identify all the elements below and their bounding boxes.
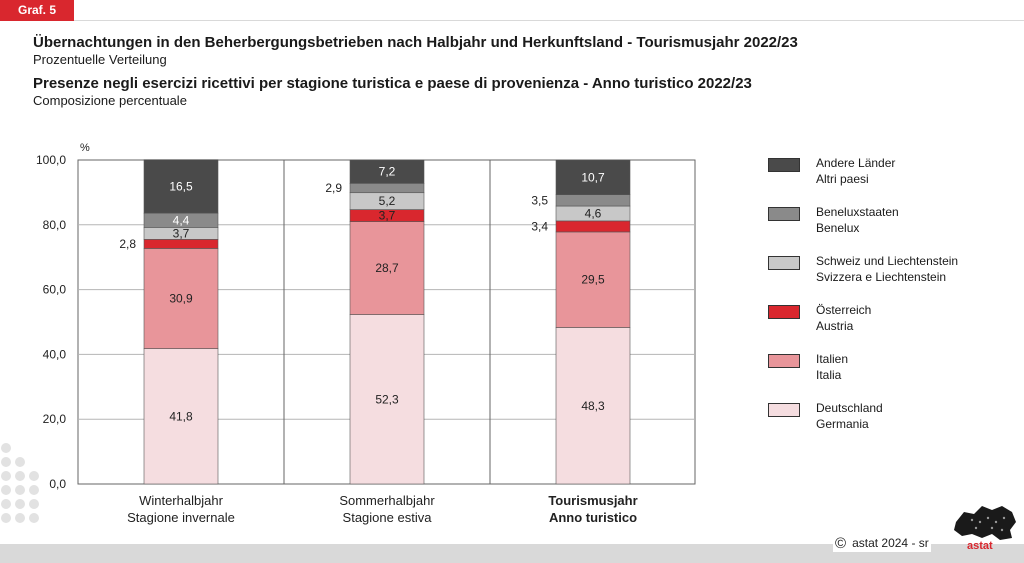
legend-item-benelux: Beneluxstaaten Benelux [768, 204, 1008, 253]
legend-label: Schweiz und Liechtenstein Svizzera e Liec… [816, 253, 958, 285]
legend-label-it: Germania [816, 417, 869, 431]
bar-segment-oesterreich [143, 239, 219, 249]
astat-logo-text: astat [967, 540, 993, 552]
subtitle-german: Prozentuelle Verteilung [33, 52, 167, 67]
x-category-label-line1: Sommerhalbjahr [339, 493, 435, 508]
x-category-label-line2: Stagione estiva [343, 510, 433, 525]
legend-label: Andere Länder Altri paesi [816, 155, 895, 187]
y-tick-label: 20,0 [43, 412, 67, 426]
data-label: 29,5 [581, 273, 605, 287]
legend-item-schweiz: Schweiz und Liechtenstein Svizzera e Liec… [768, 253, 1008, 302]
bar-segment-benelux [349, 183, 425, 194]
data-label: 2,8 [119, 237, 136, 251]
chart-titles: Übernachtungen in den Beherbergungsbetri… [33, 33, 1003, 109]
legend-label-de: Andere Länder [816, 156, 896, 170]
legend-label-de: Deutschland [816, 401, 883, 415]
copyright-notice: © astat 2024 - sr [833, 535, 931, 552]
top-divider [74, 20, 1024, 21]
copyright-icon: © [835, 535, 847, 552]
x-category-label-line1: Tourismusjahr [548, 493, 637, 508]
legend-swatch [768, 305, 800, 319]
data-label: 3,7 [173, 226, 190, 240]
y-unit-label: % [80, 142, 90, 154]
legend-item-andere: Andere Länder Altri paesi [768, 155, 1008, 204]
y-tick-label: 60,0 [43, 283, 67, 297]
data-label: 41,8 [169, 409, 193, 423]
bar-segment-andere [555, 159, 631, 195]
decorative-dots [1, 443, 39, 523]
data-label: 7,2 [379, 165, 396, 179]
legend-label-de: Schweiz und Liechtenstein [816, 254, 959, 268]
legend-label-de: Beneluxstaaten [816, 205, 899, 219]
data-label: 16,5 [169, 179, 193, 193]
bar-segment-andere [143, 159, 219, 214]
data-label: 3,7 [379, 209, 396, 223]
data-label: 52,3 [375, 392, 399, 406]
subtitle-italian: Composizione percentuale [33, 93, 187, 108]
data-label: 5,2 [379, 194, 396, 208]
footer-bar [0, 544, 1024, 563]
legend-swatch [768, 256, 800, 270]
legend-label-it: Svizzera e Liechtenstein [816, 270, 947, 284]
legend-swatch [768, 354, 800, 368]
legend-label: Italien Italia [816, 351, 848, 383]
bar-segment-italien [555, 231, 631, 328]
bar-segment-deutschland [555, 327, 631, 485]
bar-segment-deutschland [349, 314, 425, 485]
data-label: 3,5 [531, 193, 548, 207]
legend-label: Beneluxstaaten Benelux [816, 204, 899, 236]
stacked-bar-chart: 0,020,040,060,080,0100,0%41,830,92,83,74… [36, 142, 696, 525]
legend-swatch [768, 207, 800, 221]
x-category-label-line2: Stagione invernale [127, 510, 235, 525]
legend-item-deutschland: Deutschland Germania [768, 400, 1008, 449]
legend-label-de: Österreich [816, 303, 872, 317]
data-label: 2,9 [325, 181, 342, 195]
data-label: 4,6 [585, 206, 602, 220]
copyright-text: astat 2024 - sr [852, 536, 929, 550]
data-label: 4,4 [173, 213, 190, 227]
bar-segment-benelux [555, 194, 631, 207]
chart-legend: Andere Länder Altri paesi Beneluxstaaten Be… [768, 155, 1008, 449]
legend-label-it: Benelux [816, 221, 860, 235]
data-label: 28,7 [375, 261, 399, 275]
legend-swatch [768, 158, 800, 172]
legend-swatch [768, 403, 800, 417]
x-category-label-line2: Anno turistico [549, 510, 637, 525]
south-tyrol-map-logo [954, 506, 1016, 540]
bar-segment-andere [349, 159, 425, 184]
legend-item-italien: Italien Italia [768, 351, 1008, 400]
y-tick-label: 100,0 [36, 153, 66, 167]
y-tick-label: 40,0 [43, 347, 67, 361]
graph-number-tag: Graf. 5 [0, 0, 74, 21]
legend-label: Österreich Austria [816, 302, 871, 334]
y-tick-label: 0,0 [49, 477, 66, 491]
bar-segment-oesterreich [555, 220, 631, 233]
data-label: 3,4 [531, 219, 548, 233]
x-category-label-line1: Winterhalbjahr [139, 493, 223, 508]
legend-label-it: Altri paesi [816, 172, 869, 186]
y-tick-label: 80,0 [43, 218, 67, 232]
data-label: 10,7 [581, 170, 605, 184]
legend-label-it: Italia [816, 368, 842, 382]
legend-item-oesterreich: Österreich Austria [768, 302, 1008, 351]
title-italian: Presenze negli esercizi ricettivi per st… [33, 75, 752, 92]
data-label: 48,3 [581, 399, 605, 413]
bar-segment-italien [349, 221, 425, 315]
data-label: 30,9 [169, 292, 193, 306]
legend-label-it: Austria [816, 319, 854, 333]
legend-label: Deutschland Germania [816, 400, 883, 432]
title-german: Übernachtungen in den Beherbergungsbetri… [33, 34, 798, 51]
legend-label-de: Italien [816, 352, 849, 366]
